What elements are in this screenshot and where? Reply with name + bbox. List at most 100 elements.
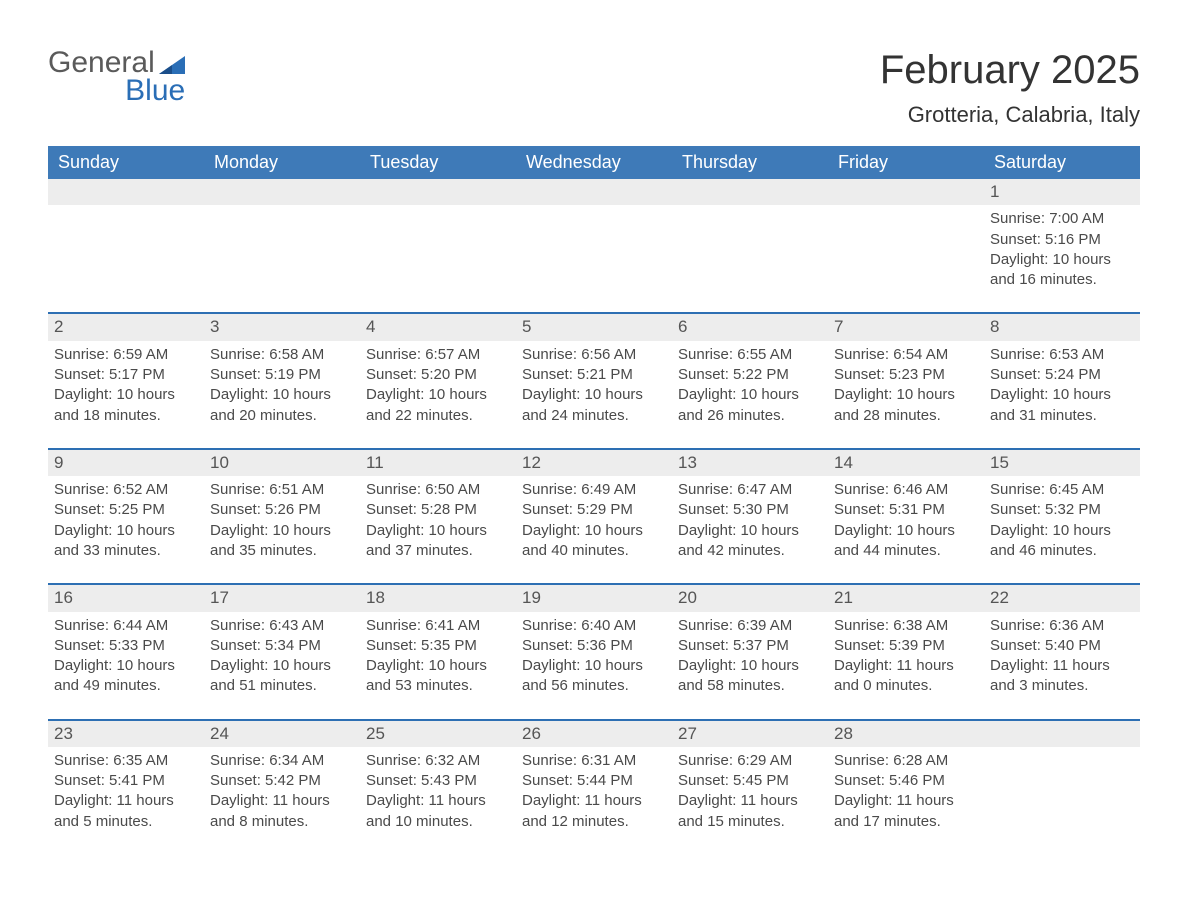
calendar-day-cell: 18Sunrise: 6:41 AMSunset: 5:35 PMDayligh… xyxy=(360,585,516,718)
location-subtitle: Grotteria, Calabria, Italy xyxy=(880,102,1140,128)
calendar-tbody: 1 Sunrise: 7:00 AMSunset: 5:16 PM Daylight… xyxy=(48,179,1140,854)
day-number: 3 xyxy=(204,314,360,340)
day-details: Sunrise: 6:29 AMSunset: 5:45 PMDaylight:… xyxy=(672,747,828,832)
calendar-day-cell: 22Sunrise: 6:36 AMSunset: 5:40 PMDayligh… xyxy=(984,585,1140,718)
calendar-day-cell: 4Sunrise: 6:57 AMSunset: 5:20 PMDaylight… xyxy=(360,314,516,447)
day-details: Sunrise: 6:38 AMSunset: 5:39 PMDaylight:… xyxy=(828,612,984,697)
daylight-line: Daylight: 10 hours and 20 minutes. xyxy=(210,385,354,426)
calendar-day-cell: 2Sunrise: 6:59 AMSunset: 5:17 PMDaylight… xyxy=(48,314,204,447)
daylight-line: Daylight: 10 hours and 37 minutes. xyxy=(366,521,510,562)
weekday-header: Tuesday xyxy=(360,146,516,179)
sunrise-line: Sunrise: 6:49 AM xyxy=(522,480,666,500)
sunset-line: Sunset: 5:34 PM xyxy=(210,636,354,656)
day-number xyxy=(516,179,672,205)
day-number: 19 xyxy=(516,585,672,611)
day-details: Sunrise: 6:34 AMSunset: 5:42 PMDaylight:… xyxy=(204,747,360,832)
sunrise-line: Sunrise: 6:53 AM xyxy=(990,345,1134,365)
day-details: Sunrise: 6:49 AMSunset: 5:29 PMDaylight:… xyxy=(516,476,672,561)
sunset-line: Sunset: 5:25 PM xyxy=(54,500,198,520)
sunrise-line: Sunrise: 6:47 AM xyxy=(678,480,822,500)
calendar-week-row: 2Sunrise: 6:59 AMSunset: 5:17 PMDaylight… xyxy=(48,314,1140,447)
day-number: 1 xyxy=(984,179,1140,205)
daylight-line: Daylight: 11 hours and 8 minutes. xyxy=(210,791,354,832)
day-number: 20 xyxy=(672,585,828,611)
day-details: Sunrise: 6:54 AMSunset: 5:23 PMDaylight:… xyxy=(828,341,984,426)
day-number: 17 xyxy=(204,585,360,611)
sunrise-line: Sunrise: 7:00 AM xyxy=(990,209,1134,229)
weekday-header: Saturday xyxy=(984,146,1140,179)
calendar-day-cell: 10Sunrise: 6:51 AMSunset: 5:26 PMDayligh… xyxy=(204,450,360,583)
title-block: February 2025 Grotteria, Calabria, Italy xyxy=(880,48,1140,128)
calendar-day-cell: 3Sunrise: 6:58 AMSunset: 5:19 PMDaylight… xyxy=(204,314,360,447)
calendar-empty-cell xyxy=(360,179,516,312)
day-number: 22 xyxy=(984,585,1140,611)
daylight-line: Daylight: 10 hours and 33 minutes. xyxy=(54,521,198,562)
weekday-header-row: SundayMondayTuesdayWednesdayThursdayFrid… xyxy=(48,146,1140,179)
calendar-empty-cell xyxy=(48,179,204,312)
calendar-day-cell: 14Sunrise: 6:46 AMSunset: 5:31 PMDayligh… xyxy=(828,450,984,583)
weekday-header: Sunday xyxy=(48,146,204,179)
calendar-day-cell: 28Sunrise: 6:28 AMSunset: 5:46 PMDayligh… xyxy=(828,721,984,854)
day-details: Sunrise: 6:36 AMSunset: 5:40 PMDaylight:… xyxy=(984,612,1140,697)
day-details: Sunrise: 6:57 AMSunset: 5:20 PMDaylight:… xyxy=(360,341,516,426)
day-number: 15 xyxy=(984,450,1140,476)
sunset-line: Sunset: 5:29 PM xyxy=(522,500,666,520)
daylight-line: Daylight: 10 hours and 46 minutes. xyxy=(990,521,1134,562)
calendar-day-cell: 21Sunrise: 6:38 AMSunset: 5:39 PMDayligh… xyxy=(828,585,984,718)
day-details: Sunrise: 6:59 AMSunset: 5:17 PMDaylight:… xyxy=(48,341,204,426)
daylight-line: Daylight: 10 hours and 18 minutes. xyxy=(54,385,198,426)
calendar-week-row: 1Sunrise: 7:00 AMSunset: 5:16 PMDaylight… xyxy=(48,179,1140,312)
sunrise-line: Sunrise: 6:35 AM xyxy=(54,751,198,771)
calendar-day-cell: 5Sunrise: 6:56 AMSunset: 5:21 PMDaylight… xyxy=(516,314,672,447)
sunrise-line: Sunrise: 6:44 AM xyxy=(54,616,198,636)
daylight-line: Daylight: 10 hours and 49 minutes. xyxy=(54,656,198,697)
sunset-line: Sunset: 5:42 PM xyxy=(210,771,354,791)
sunrise-line: Sunrise: 6:38 AM xyxy=(834,616,978,636)
day-details: Sunrise: 6:44 AMSunset: 5:33 PMDaylight:… xyxy=(48,612,204,697)
sunset-line: Sunset: 5:28 PM xyxy=(366,500,510,520)
sunset-line: Sunset: 5:16 PM xyxy=(990,230,1134,250)
day-details: Sunrise: 6:47 AMSunset: 5:30 PMDaylight:… xyxy=(672,476,828,561)
day-number xyxy=(204,179,360,205)
day-number: 25 xyxy=(360,721,516,747)
calendar-day-cell: 7Sunrise: 6:54 AMSunset: 5:23 PMDaylight… xyxy=(828,314,984,447)
daylight-line: Daylight: 10 hours and 53 minutes. xyxy=(366,656,510,697)
daylight-line: Daylight: 11 hours and 17 minutes. xyxy=(834,791,978,832)
sunset-line: Sunset: 5:31 PM xyxy=(834,500,978,520)
calendar-empty-cell xyxy=(204,179,360,312)
sunrise-line: Sunrise: 6:54 AM xyxy=(834,345,978,365)
sunrise-line: Sunrise: 6:56 AM xyxy=(522,345,666,365)
daylight-line: Daylight: 11 hours and 15 minutes. xyxy=(678,791,822,832)
daylight-line: Daylight: 11 hours and 3 minutes. xyxy=(990,656,1134,697)
calendar-day-cell: 17Sunrise: 6:43 AMSunset: 5:34 PMDayligh… xyxy=(204,585,360,718)
day-details: Sunrise: 6:58 AMSunset: 5:19 PMDaylight:… xyxy=(204,341,360,426)
daylight-line: Daylight: 10 hours and 24 minutes. xyxy=(522,385,666,426)
sunset-line: Sunset: 5:24 PM xyxy=(990,365,1134,385)
daylight-line: Daylight: 10 hours and 35 minutes. xyxy=(210,521,354,562)
day-number: 18 xyxy=(360,585,516,611)
sunrise-line: Sunrise: 6:34 AM xyxy=(210,751,354,771)
sunrise-line: Sunrise: 6:55 AM xyxy=(678,345,822,365)
sunrise-line: Sunrise: 6:52 AM xyxy=(54,480,198,500)
calendar-day-cell: 25Sunrise: 6:32 AMSunset: 5:43 PMDayligh… xyxy=(360,721,516,854)
sunrise-line: Sunrise: 6:39 AM xyxy=(678,616,822,636)
day-number xyxy=(360,179,516,205)
sunset-line: Sunset: 5:36 PM xyxy=(522,636,666,656)
sunset-line: Sunset: 5:44 PM xyxy=(522,771,666,791)
day-details: Sunrise: 6:53 AMSunset: 5:24 PMDaylight:… xyxy=(984,341,1140,426)
sunset-line: Sunset: 5:41 PM xyxy=(54,771,198,791)
day-details: Sunrise: 6:43 AMSunset: 5:34 PMDaylight:… xyxy=(204,612,360,697)
day-number xyxy=(672,179,828,205)
sunset-line: Sunset: 5:17 PM xyxy=(54,365,198,385)
sunset-line: Sunset: 5:20 PM xyxy=(366,365,510,385)
day-number: 2 xyxy=(48,314,204,340)
day-number: 6 xyxy=(672,314,828,340)
daylight-line: Daylight: 10 hours and 28 minutes. xyxy=(834,385,978,426)
day-details: Sunrise: 6:51 AMSunset: 5:26 PMDaylight:… xyxy=(204,476,360,561)
sunrise-line: Sunrise: 6:31 AM xyxy=(522,751,666,771)
day-details: Sunrise: 6:39 AMSunset: 5:37 PMDaylight:… xyxy=(672,612,828,697)
day-number: 23 xyxy=(48,721,204,747)
weekday-header: Monday xyxy=(204,146,360,179)
month-title: February 2025 xyxy=(880,48,1140,92)
calendar-table: SundayMondayTuesdayWednesdayThursdayFrid… xyxy=(48,146,1140,854)
